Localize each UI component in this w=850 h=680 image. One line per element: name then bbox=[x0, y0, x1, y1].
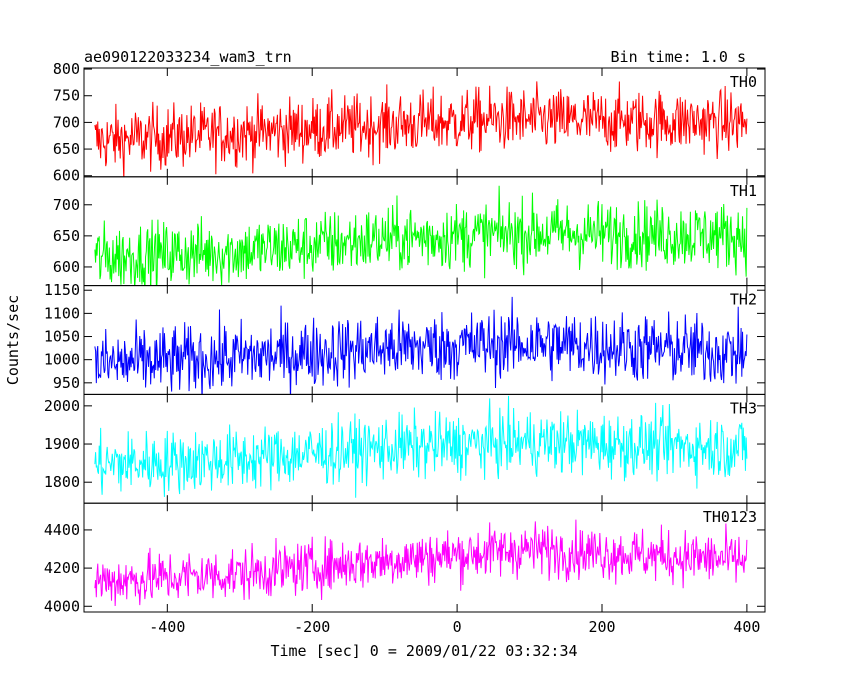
y-tick-label: 1050 bbox=[44, 328, 80, 346]
y-axis-label: Counts/sec bbox=[4, 295, 22, 385]
panel-label-th2: TH2 bbox=[730, 291, 757, 309]
x-axis: -400 -200 0 200 400 bbox=[149, 618, 760, 636]
y-tick-label: 950 bbox=[53, 374, 80, 392]
y-tick-label: 1100 bbox=[44, 304, 80, 322]
series-line-th1 bbox=[94, 185, 748, 286]
x-tick-label: -200 bbox=[294, 618, 330, 636]
y-tick-label: 4400 bbox=[44, 521, 80, 539]
y-tick-label: 1800 bbox=[44, 473, 80, 491]
y-tick-label: 600 bbox=[53, 167, 80, 185]
series-line-th0 bbox=[94, 81, 748, 177]
panel-th0123: 4000 4200 4400 TH0123 bbox=[44, 502, 766, 615]
y-tick-label: 750 bbox=[53, 87, 80, 105]
series-line-th2 bbox=[94, 296, 748, 395]
chart-title: ae090122033234_wam3_trn bbox=[84, 48, 292, 66]
x-tick-label: -400 bbox=[149, 618, 185, 636]
y-tick-label: 2000 bbox=[44, 397, 80, 415]
y-tick-label: 1150 bbox=[44, 281, 80, 299]
panels-group: 600 650 700 750 800 TH0 600 650 700 TH1 950 1000 105… bbox=[44, 60, 766, 615]
panel-th1: 600 650 700 TH1 bbox=[53, 176, 766, 287]
panel-th3: 1800 1900 2000 TH3 bbox=[44, 393, 766, 504]
x-tick-label: 400 bbox=[733, 618, 760, 636]
y-tick-label: 700 bbox=[53, 113, 80, 131]
y-tick-label: 600 bbox=[53, 258, 80, 276]
y-tick-label: 1900 bbox=[44, 435, 80, 453]
panel-label-th0123: TH0123 bbox=[703, 508, 757, 526]
panel-label-th0: TH0 bbox=[730, 73, 757, 91]
panel-frame bbox=[83, 285, 766, 395]
chart-subtitle: Bin time: 1.0 s bbox=[611, 48, 746, 66]
y-tick-label: 650 bbox=[53, 140, 80, 158]
y-tick-label: 700 bbox=[53, 196, 80, 214]
series-line-th3 bbox=[94, 395, 748, 498]
series-line-th0123 bbox=[94, 519, 748, 606]
panel-frame bbox=[83, 502, 766, 613]
x-axis-label: Time [sec] 0 = 2009/01/22 03:32:34 bbox=[270, 642, 577, 660]
panel-label-th1: TH1 bbox=[730, 182, 757, 200]
panel-th0: 600 650 700 750 800 TH0 bbox=[53, 60, 766, 185]
panel-label-th3: TH3 bbox=[730, 399, 757, 417]
panel-th2: 950 1000 1050 1100 1150 TH2 bbox=[44, 281, 766, 395]
y-tick-label: 4000 bbox=[44, 597, 80, 615]
y-tick-label: 800 bbox=[53, 60, 80, 78]
y-tick-label: 650 bbox=[53, 227, 80, 245]
x-tick-label: 0 bbox=[453, 618, 462, 636]
x-tick-label: 200 bbox=[588, 618, 615, 636]
y-tick-label: 4200 bbox=[44, 559, 80, 577]
y-tick-label: 1000 bbox=[44, 351, 80, 369]
